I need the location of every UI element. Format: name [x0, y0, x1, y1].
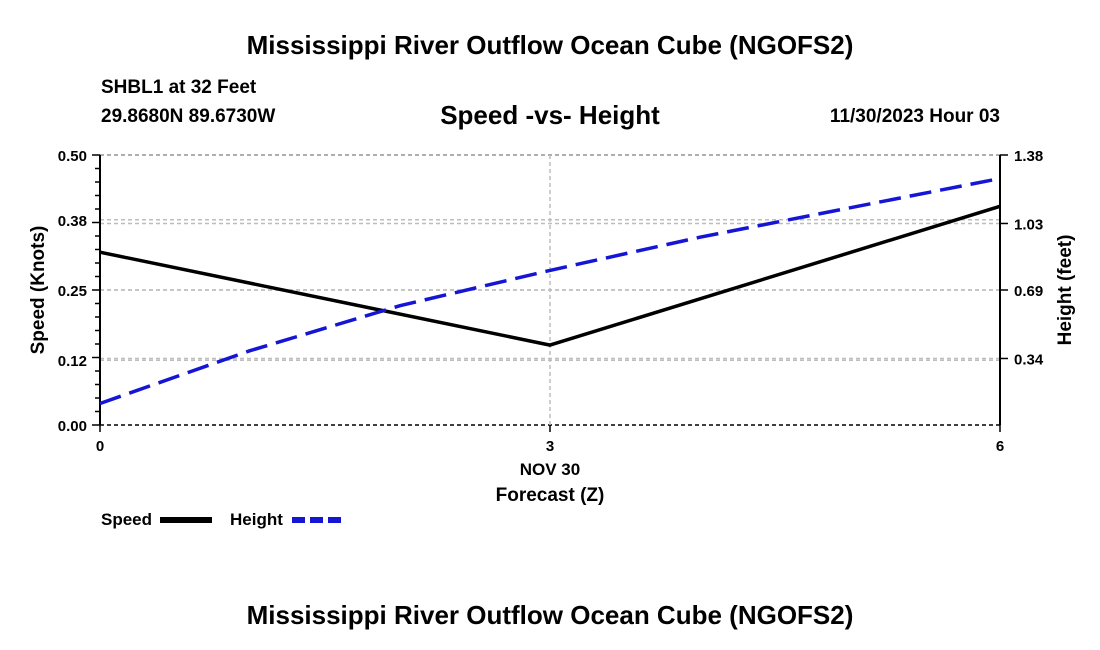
legend: Speed Height	[101, 510, 343, 529]
x-tick-label-1: 3	[546, 438, 554, 455]
x-axis-title: Forecast (Z)	[496, 485, 605, 506]
y-tick-label-4: 0.50	[58, 148, 87, 165]
x-date-label: NOV 30	[520, 460, 580, 479]
chart-main-title: Mississippi River Outflow Ocean Cube (NG…	[246, 30, 854, 60]
y-tick-label-3: 0.38	[58, 213, 87, 230]
y-tick-label-2: 0.25	[58, 283, 87, 300]
y-axis-title: Speed (Knots)	[28, 226, 49, 355]
bottom-chart-title: Mississippi River Outflow Ocean Cube (NG…	[246, 600, 854, 630]
station-coordinates: 29.8680N 89.6730W	[101, 106, 276, 127]
y2-tick-label-2: 1.03	[1014, 216, 1043, 233]
series-layer	[99, 176, 1001, 406]
ticks-layer: 0.00 0.12 0.25 0.38 0.50 0.34 0.69 1.03 1.38 0 3 6	[58, 148, 1044, 455]
y-tick-label-0: 0.00	[58, 418, 87, 435]
legend-label-speed: Speed	[101, 510, 152, 529]
series-line-height	[99, 176, 1001, 406]
station-label: SHBL1 at 32 Feet	[101, 77, 257, 98]
y2-tick-label-1: 0.69	[1014, 283, 1043, 300]
y2-axis-title: Height (feet)	[1055, 235, 1076, 346]
series-line-speed	[99, 204, 1001, 347]
forecast-datetime: 11/30/2023 Hour 03	[829, 106, 1000, 127]
y2-tick-label-3: 1.38	[1014, 148, 1043, 165]
x-tick-label-0: 0	[96, 438, 104, 455]
chart-subtitle: Speed -vs- Height	[440, 100, 660, 130]
y-tick-label-1: 0.12	[58, 353, 87, 370]
x-tick-label-2: 6	[996, 438, 1004, 455]
legend-label-height: Height	[230, 510, 283, 529]
y2-tick-label-0: 0.34	[1014, 351, 1044, 368]
grid-layer	[100, 154, 1000, 426]
